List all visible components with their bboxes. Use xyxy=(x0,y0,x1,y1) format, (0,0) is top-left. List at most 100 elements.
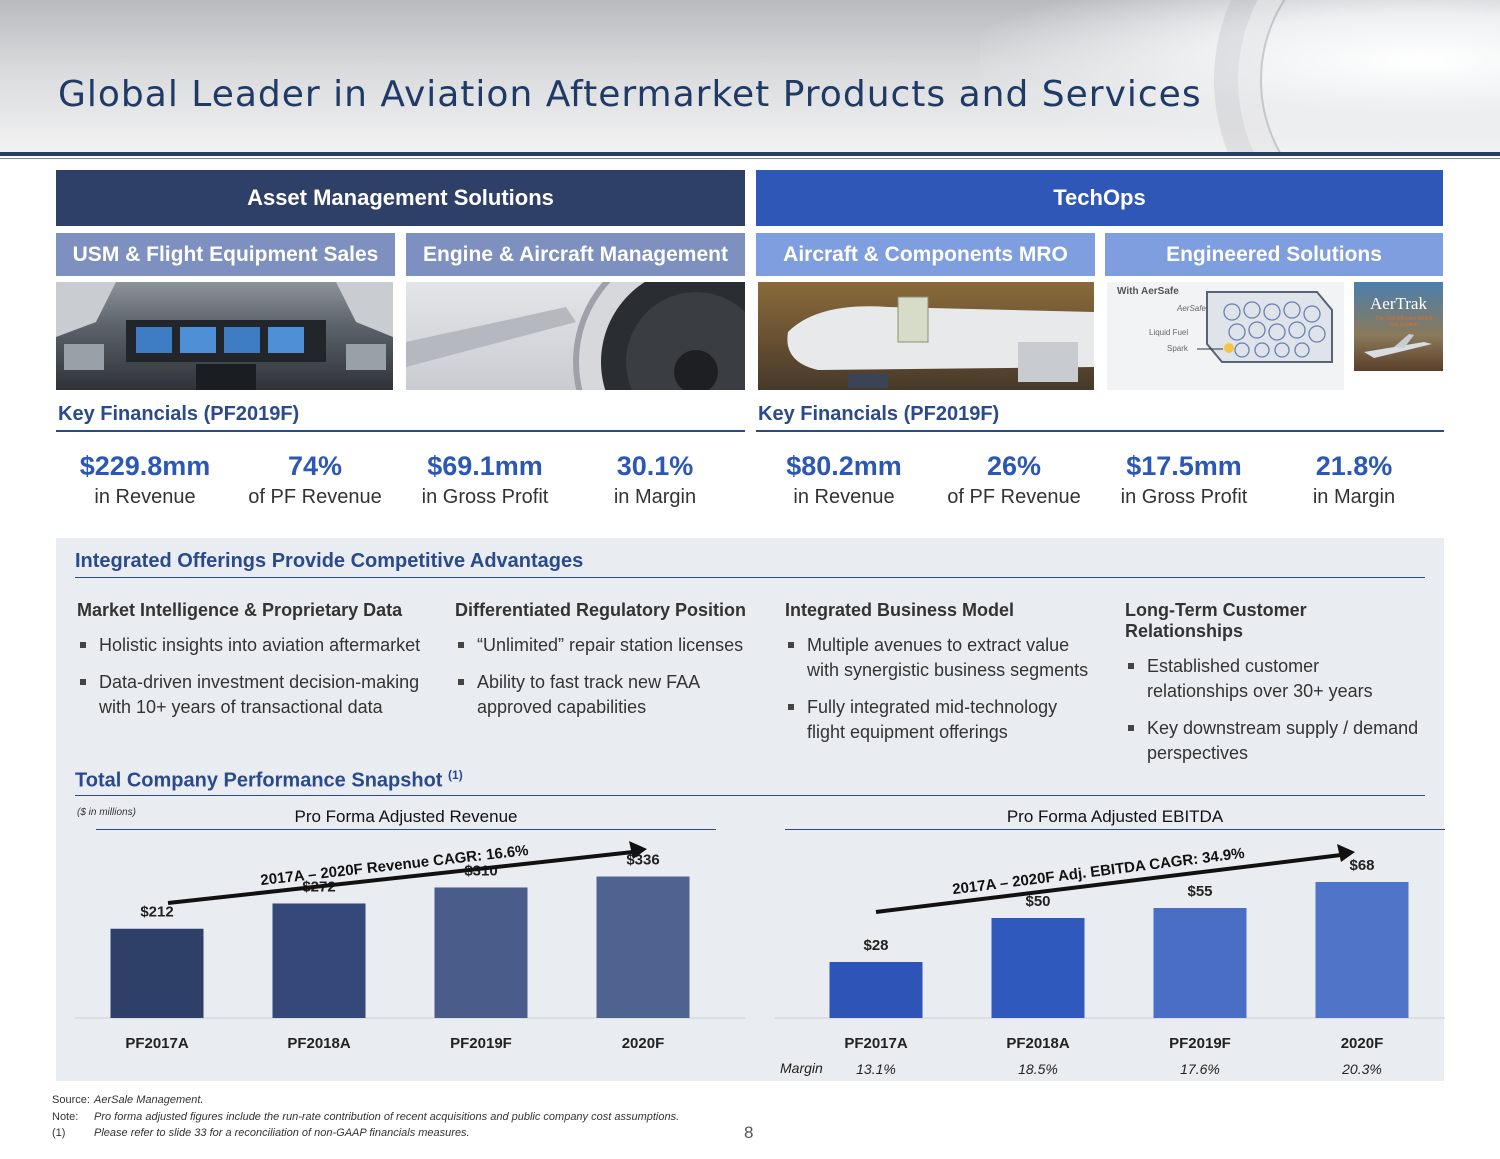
bar-2020f xyxy=(1315,882,1409,1018)
metric-label: in Gross Profit xyxy=(1120,486,1248,508)
bullet-item: Established customer relationships over … xyxy=(1125,654,1425,704)
integrated-offerings-rule xyxy=(75,577,1425,578)
header-banner xyxy=(0,0,1500,152)
bullet-text: Multiple avenues to extract value with s… xyxy=(807,635,1089,680)
liquid-fuel-label: Liquid Fuel xyxy=(1149,328,1189,337)
category-label: PF2018A xyxy=(1006,1035,1070,1052)
footer-source: Source: AerSale Management. xyxy=(52,1094,203,1106)
integrated-offerings-title: Integrated Offerings Provide Competitive… xyxy=(75,550,584,572)
footer-key: Source: xyxy=(52,1094,90,1106)
fuel-tank-icon xyxy=(1197,291,1333,363)
ebitda-chart-title: Pro Forma Adjusted EBITDA xyxy=(1006,807,1224,826)
aertrak-tagline: The Cost-Effective ADS-B Out Solution xyxy=(1375,316,1433,328)
metric-label: of PF Revenue xyxy=(947,486,1081,508)
bullet-square-icon xyxy=(1128,663,1134,669)
column-integrated-business-model: Integrated Business Model Multiple avenu… xyxy=(785,600,1095,757)
revenue-chart-rule xyxy=(96,829,716,830)
metric-asset-revenue: $229.8mm in Revenue xyxy=(60,451,230,509)
segment-techops: TechOps xyxy=(756,170,1443,226)
bullet-item: Key downstream supply / demand perspecti… xyxy=(1125,716,1425,766)
column-heading: Integrated Business Model xyxy=(785,600,1015,620)
metric-label: in Margin xyxy=(1312,486,1396,508)
bullet-square-icon xyxy=(788,704,794,710)
bullet-item: Holistic insights into aviation aftermar… xyxy=(77,633,437,658)
spark-label: Spark xyxy=(1167,344,1188,353)
bullet-text: Holistic insights into aviation aftermar… xyxy=(99,635,421,655)
bar-pf2018a xyxy=(991,918,1085,1018)
margin-label: Margin xyxy=(780,1060,823,1076)
footer-note: Note: Pro forma adjusted figures include … xyxy=(52,1111,679,1123)
bullet-square-icon xyxy=(458,679,464,685)
metric-asset-margin: 30.1% in Margin xyxy=(570,451,740,509)
category-label: PF2019F xyxy=(1169,1035,1231,1052)
bullet-square-icon xyxy=(788,642,794,648)
bar-value-label: $28 xyxy=(863,937,888,954)
sub-aircraft-components-mro: Aircraft & Components MRO xyxy=(756,233,1095,276)
metric-label: in Revenue xyxy=(793,486,895,508)
bar-pf2018a xyxy=(272,903,366,1018)
metric-asset-gross-profit: $69.1mm in Gross Profit xyxy=(400,451,570,509)
bullet-item: Multiple avenues to extract value with s… xyxy=(785,633,1095,683)
bar-pf2017a xyxy=(110,928,204,1018)
header-rule-thin xyxy=(0,158,1500,159)
bullet-square-icon xyxy=(80,642,86,648)
cockpit-photo xyxy=(56,282,393,390)
cagr-arrow-line xyxy=(167,850,634,905)
snapshot-title: Total Company Performance Snapshot (1) xyxy=(75,768,463,793)
cagr-arrow-head xyxy=(629,841,647,859)
cagr-arrow-head xyxy=(1337,844,1355,862)
metric-asset-pf-revenue: 74% of PF Revenue xyxy=(230,451,400,509)
category-label: PF2017A xyxy=(125,1035,189,1052)
metric-value: $69.1mm xyxy=(427,451,543,481)
snapshot-title-text: Total Company Performance Snapshot xyxy=(75,769,443,792)
cagr-arrow-line xyxy=(875,853,1342,914)
bar-value-label: $68 xyxy=(1349,857,1374,874)
metric-techops-pf-revenue: 26% of PF Revenue xyxy=(929,451,1099,509)
cockpit-illustration xyxy=(56,282,393,390)
bar-pf2019f xyxy=(1153,908,1247,1018)
category-label: PF2017A xyxy=(844,1035,908,1052)
bar-2020f xyxy=(596,876,690,1018)
aertrak-logo: AerTrak xyxy=(1370,294,1427,313)
metric-value: $80.2mm xyxy=(786,451,902,481)
snapshot-rule xyxy=(75,795,1425,796)
key-financials-asset-title: Key Financials (PF2019F) xyxy=(58,403,300,425)
margin-value: 18.5% xyxy=(1018,1061,1058,1077)
sub-usm-flight-equipment: USM & Flight Equipment Sales xyxy=(56,233,395,276)
engine-illustration xyxy=(406,282,745,390)
metric-techops-revenue: $80.2mm in Revenue xyxy=(759,451,929,509)
column-market-intelligence: Market Intelligence & Proprietary Data H… xyxy=(77,600,437,732)
column-heading: Differentiated Regulatory Position xyxy=(455,600,747,620)
margin-value: 20.3% xyxy=(1341,1061,1382,1077)
metric-value: 30.1% xyxy=(616,451,694,481)
bullet-square-icon xyxy=(1128,725,1134,731)
footer-text: Pro forma adjusted figures include the r… xyxy=(94,1111,680,1123)
column-customer-relationships: Long-Term Customer Relationships Establi… xyxy=(1125,600,1425,778)
ebitda-chart-rule xyxy=(785,829,1445,830)
bullet-text: Established customer relationships over … xyxy=(1147,656,1373,701)
metric-techops-gross-profit: $17.5mm in Gross Profit xyxy=(1099,451,1269,509)
footer-footnote: (1) Please refer to slide 33 for a reconc… xyxy=(52,1127,470,1139)
metric-label: of PF Revenue xyxy=(248,486,382,508)
metric-techops-margin: 21.8% in Margin xyxy=(1269,451,1439,509)
footer-text: Please refer to slide 33 for a reconcili… xyxy=(94,1127,470,1139)
bullet-text: Data-driven investment decision-making w… xyxy=(99,672,420,717)
bullet-text: “Unlimited” repair station licenses xyxy=(477,635,744,655)
margin-value: 17.6% xyxy=(1180,1061,1220,1077)
metric-value: $17.5mm xyxy=(1126,451,1242,481)
engine-photo xyxy=(406,282,745,390)
bullet-square-icon xyxy=(458,642,464,648)
aersafe-diagram: With AerSafe AerSafe Liquid Fuel Spark xyxy=(1107,282,1344,390)
bullet-item: Data-driven investment decision-making w… xyxy=(77,670,437,720)
ebitda-chart: $28 PF2017A 13.1% $50 PF2018A 18.5% $55 PF2019F… xyxy=(775,844,1445,1077)
metric-value: $229.8mm xyxy=(79,451,211,481)
metric-label: in Gross Profit xyxy=(421,486,549,508)
page-number: 8 xyxy=(744,1123,754,1142)
bullet-text: Fully integrated mid-technology flight e… xyxy=(807,697,1058,742)
metric-value: 74% xyxy=(287,451,343,481)
aertrak-photo: AerTrak The Cost-Effective ADS-B Out Sol… xyxy=(1354,282,1443,371)
bullet-item: “Unlimited” repair station licenses xyxy=(455,633,755,658)
aersafe-label: AerSafe xyxy=(1177,304,1206,313)
category-label: 2020F xyxy=(1341,1035,1384,1052)
aersafe-caption: With AerSafe xyxy=(1117,286,1179,297)
